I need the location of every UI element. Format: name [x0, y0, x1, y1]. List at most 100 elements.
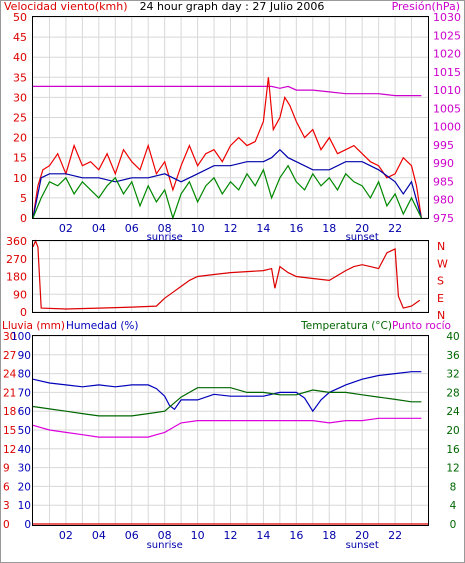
wind-direction-series — [32, 239, 421, 310]
pressure-tick-label: 1030 — [433, 11, 461, 24]
x-tick-label: 02 — [59, 529, 73, 542]
wind-speed-tick-label: 5 — [20, 192, 27, 205]
sun-marker-label: sunset — [346, 540, 379, 551]
x-tick-label: 08 — [158, 222, 172, 235]
wind-pressure-x-ticks: 02 04 06 08 10 12 14 16 18 20 22 sunrise sunset — [59, 222, 402, 243]
dew-point-line — [32, 417, 422, 438]
humidity-tick-label: 70 — [18, 387, 31, 399]
humidity-tick-label: 80 — [18, 369, 31, 381]
wind-speed-tick-label: 15 — [13, 152, 27, 165]
wind-pressure-series — [32, 77, 422, 220]
rain-tick-label: 0 — [3, 519, 10, 531]
humidity-line — [32, 371, 422, 413]
humidity-tick-label: 10 — [18, 500, 31, 512]
compass-label: N — [437, 309, 445, 322]
humidity-tick-label: 90 — [18, 350, 31, 362]
sun-marker-label: sunrise — [147, 540, 183, 551]
compass-label: S — [437, 275, 444, 288]
pressure-tick-label: 980 — [433, 194, 454, 207]
temp-humidity-plot-frame — [32, 335, 429, 526]
wind-speed-tick-label: 35 — [13, 71, 27, 84]
temperature-tick-label: 20 — [446, 425, 459, 437]
dew-point-axis-title: Punto rocío — [392, 320, 451, 332]
rain-tick-label: 24 — [3, 369, 17, 381]
sun-marker-label: sunset — [346, 232, 379, 243]
wind-speed-line — [32, 164, 422, 220]
pressure-tick-label: 985 — [433, 175, 454, 188]
pressure-axis-title: Presión(hPa) — [392, 0, 460, 13]
x-tick-label: 04 — [92, 529, 106, 542]
x-tick-label: 12 — [224, 529, 238, 542]
x-tick-label: 06 — [125, 529, 139, 542]
rain-tick-label: 18 — [3, 406, 16, 418]
pressure-tick-label: 1025 — [433, 29, 461, 42]
x-tick-label: 08 — [158, 529, 172, 542]
humidity-tick-label: 0 — [24, 519, 31, 531]
wind-speed-tick-label: 10 — [13, 172, 27, 185]
x-tick-label: 18 — [322, 222, 336, 235]
humidity-tick-label: 40 — [18, 444, 31, 456]
wind-speed-tick-label: 40 — [13, 51, 27, 64]
pressure-tick-label: 1000 — [433, 121, 461, 134]
rain-axis-title: Lluvia (mm) — [2, 320, 65, 332]
wind-speed-ticks: 0 5 10 15 20 25 30 35 40 45 50 — [13, 11, 27, 225]
wind-direction-tick-label: 0 — [20, 306, 27, 319]
temperature-axis-title: Temperatura (°C) — [300, 320, 392, 332]
pressure-tick-label: 1020 — [433, 48, 461, 61]
temp-humidity-panel: Lluvia (mm) Humedad (%) Temperatura (°C)… — [2, 320, 460, 551]
rain-tick-label: 15 — [3, 425, 16, 437]
rain-tick-label: 12 — [3, 444, 16, 456]
wind-speed-tick-label: 25 — [13, 112, 27, 125]
pressure-tick-label: 1010 — [433, 84, 461, 97]
x-tick-label: 06 — [125, 222, 139, 235]
wind-direction-tick-label: 90 — [13, 288, 27, 301]
humidity-tick-label: 30 — [18, 463, 31, 475]
wind-direction-tick-label: 360 — [6, 235, 27, 248]
x-tick-label: 14 — [256, 222, 270, 235]
wind-speed-tick-label: 50 — [13, 11, 27, 24]
temp-humidity-x-ticks: 02 04 06 08 10 12 14 16 18 20 22 sunrise sunset — [59, 529, 402, 551]
humidity-tick-label: 100 — [11, 331, 31, 343]
rain-tick-label: 27 — [3, 350, 16, 362]
x-tick-label: 22 — [388, 222, 402, 235]
wind-speed-tick-label: 0 — [20, 212, 27, 225]
humidity-tick-label: 50 — [18, 425, 31, 437]
pressure-tick-label: 1015 — [433, 66, 461, 79]
wind-direction-line — [32, 239, 421, 310]
x-tick-label: 22 — [388, 529, 402, 542]
temperature-tick-label: 36 — [446, 350, 460, 362]
x-tick-label: 20 — [355, 222, 369, 235]
wind-speed-tick-label: 45 — [13, 31, 27, 44]
x-tick-label: 16 — [289, 222, 303, 235]
temperature-tick-label: 40 — [446, 331, 459, 343]
compass-label: W — [437, 257, 448, 270]
temperature-tick-label: 24 — [446, 406, 460, 418]
x-tick-label: 10 — [191, 222, 205, 235]
wind-pressure-panel: Velocidad viento(kmh) 24 hour graph day … — [4, 0, 461, 243]
rain-tick-label: 6 — [3, 481, 10, 493]
pressure-tick-label: 1005 — [433, 102, 461, 115]
rain-tick-label: 9 — [3, 463, 10, 475]
temperature-tick-label: 12 — [446, 463, 459, 475]
wind-pressure-plot-frame — [32, 16, 429, 219]
temperature-tick-label: 8 — [450, 481, 457, 493]
compass-label: E — [437, 292, 444, 305]
humidity-tick-label: 60 — [18, 406, 31, 418]
wind-speed-axis-title: Velocidad viento(kmh) — [4, 0, 128, 13]
wind-direction-ticks: 0 90 180 270 360 — [6, 235, 27, 319]
humidity-axis-title: Humedad (%) — [66, 320, 139, 332]
wind-speed-line — [32, 77, 422, 219]
graph-title: 24 hour graph day : 27 Julio 2006 — [140, 0, 325, 13]
wind-direction-tick-label: 270 — [6, 253, 27, 266]
pressure-line — [33, 85, 422, 97]
x-tick-label: 14 — [256, 529, 270, 542]
pressure-tick-label: 975 — [433, 212, 454, 225]
rain-tick-label: 21 — [3, 387, 16, 399]
temp-humidity-series — [32, 371, 428, 525]
humidity-tick-label: 20 — [18, 481, 31, 493]
temperature-tick-label: 16 — [446, 444, 460, 456]
x-tick-label: 12 — [224, 222, 238, 235]
